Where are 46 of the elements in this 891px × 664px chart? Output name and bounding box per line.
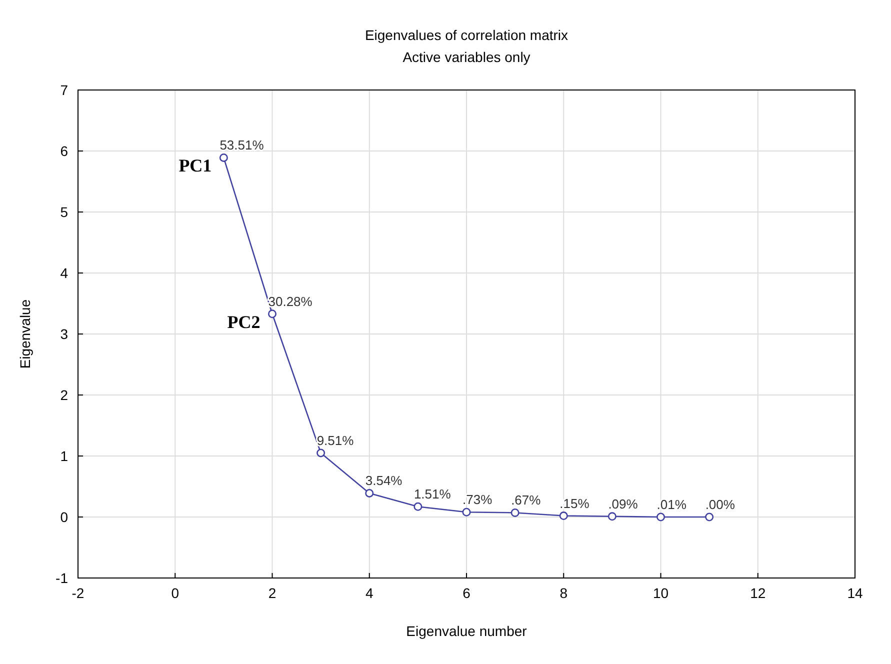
annotation: PC1 — [178, 156, 212, 176]
point — [705, 512, 714, 522]
y-tick-label: 3 — [60, 326, 68, 342]
x-tick-label: 10 — [652, 585, 669, 601]
annotation: .09% — [608, 496, 638, 512]
y-tick-label: 1 — [60, 448, 68, 464]
annotation: .67% — [511, 492, 542, 508]
annotation: 53.51% — [220, 138, 264, 153]
annotation: 3.54% — [365, 473, 403, 488]
annotation: .01% — [656, 497, 687, 512]
y-tick-label: 7 — [60, 82, 68, 98]
point — [656, 512, 665, 522]
point — [414, 502, 422, 511]
y-tick-label: 0 — [60, 509, 68, 525]
y-tick-label: -1 — [56, 570, 68, 586]
annotation: PC2 — [227, 312, 260, 332]
x-tick-label: 2 — [268, 585, 276, 601]
x-tick-label: 8 — [560, 585, 568, 601]
y-tick-label: 2 — [60, 387, 68, 403]
x-tick-label: 6 — [462, 585, 471, 601]
x-tick-label: 14 — [847, 585, 863, 601]
y-axis-title: Eigenvalue — [17, 299, 33, 369]
chart-subtitle: Active variables only — [402, 49, 530, 65]
point — [462, 508, 471, 516]
x-tick-label: 12 — [750, 585, 766, 601]
chart-title: Eigenvalues of correlation matrix — [364, 27, 568, 43]
x-tick-label: -2 — [72, 585, 84, 601]
x-tick-label: 0 — [171, 585, 180, 601]
x-tick-label: 4 — [365, 585, 374, 601]
y-tick-label: 4 — [60, 265, 68, 281]
point — [268, 310, 276, 318]
annotation: 30.28% — [268, 294, 313, 309]
y-tick-label: 6 — [60, 143, 68, 159]
point — [608, 512, 616, 521]
annotation: .00% — [705, 497, 736, 512]
point — [316, 448, 326, 458]
point — [510, 508, 520, 517]
x-axis-title: Eigenvalue number — [406, 623, 528, 639]
annotation: 9.51% — [316, 432, 354, 448]
annotation: .15% — [560, 496, 590, 511]
point — [365, 488, 374, 498]
annotation: 1.51% — [414, 486, 452, 502]
point — [219, 153, 228, 162]
annotation: .73% — [462, 492, 493, 508]
y-tick-label: 5 — [60, 204, 68, 220]
point — [559, 512, 568, 520]
